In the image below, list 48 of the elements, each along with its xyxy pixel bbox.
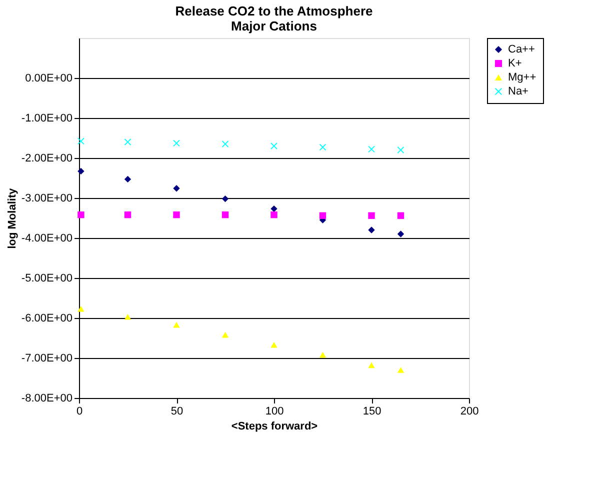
point	[124, 211, 132, 218]
point	[270, 211, 278, 218]
point	[397, 230, 404, 238]
x-axis-title: <Steps forward>	[231, 420, 318, 432]
x-tick-label: 50	[170, 406, 184, 418]
x-tick-label: 100	[265, 406, 284, 418]
y-tick-label: -6.00E+00	[21, 312, 72, 324]
y-tick-label: -5.00E+00	[21, 272, 72, 284]
y-tick-label: -3.00E+00	[21, 192, 72, 204]
text: Release CO2 to the Atmosphere	[175, 4, 373, 18]
point	[368, 226, 375, 234]
y-tick-label: -2.00E+00	[21, 152, 72, 164]
legend-label: K+	[508, 58, 522, 70]
point	[78, 306, 84, 312]
point	[222, 211, 229, 218]
point	[78, 168, 84, 175]
x-tick-label: 200	[460, 406, 479, 418]
y-tick-label: 0.00E+00	[25, 72, 72, 84]
y-tick-label: -1.00E+00	[21, 112, 72, 124]
point	[124, 314, 132, 320]
legend-label: Na+	[508, 86, 528, 98]
point	[319, 352, 326, 358]
y-tick-label: -8.00E+00	[21, 392, 72, 404]
point	[270, 142, 278, 150]
y-tick-label: -4.00E+00	[21, 232, 72, 244]
x-tick-label: 150	[362, 406, 382, 418]
point	[173, 322, 180, 328]
y-tick-label: -7.00E+00	[21, 352, 72, 364]
point	[270, 342, 278, 348]
text: Major Cations	[231, 18, 317, 34]
point	[368, 362, 375, 368]
y-axis-title: log Molality	[6, 187, 18, 249]
point	[368, 212, 375, 219]
point	[270, 205, 278, 212]
point	[397, 212, 404, 219]
point	[319, 212, 326, 219]
point	[173, 185, 180, 192]
legend-label: Mg++	[508, 72, 536, 84]
legend-label: Ca++	[508, 44, 535, 56]
point	[78, 211, 84, 218]
x-tick-label: 0	[76, 406, 83, 418]
point	[222, 332, 229, 338]
point	[124, 176, 132, 183]
point	[397, 367, 404, 373]
point	[173, 211, 180, 218]
point	[319, 144, 326, 151]
point	[222, 195, 229, 202]
point	[78, 138, 84, 145]
